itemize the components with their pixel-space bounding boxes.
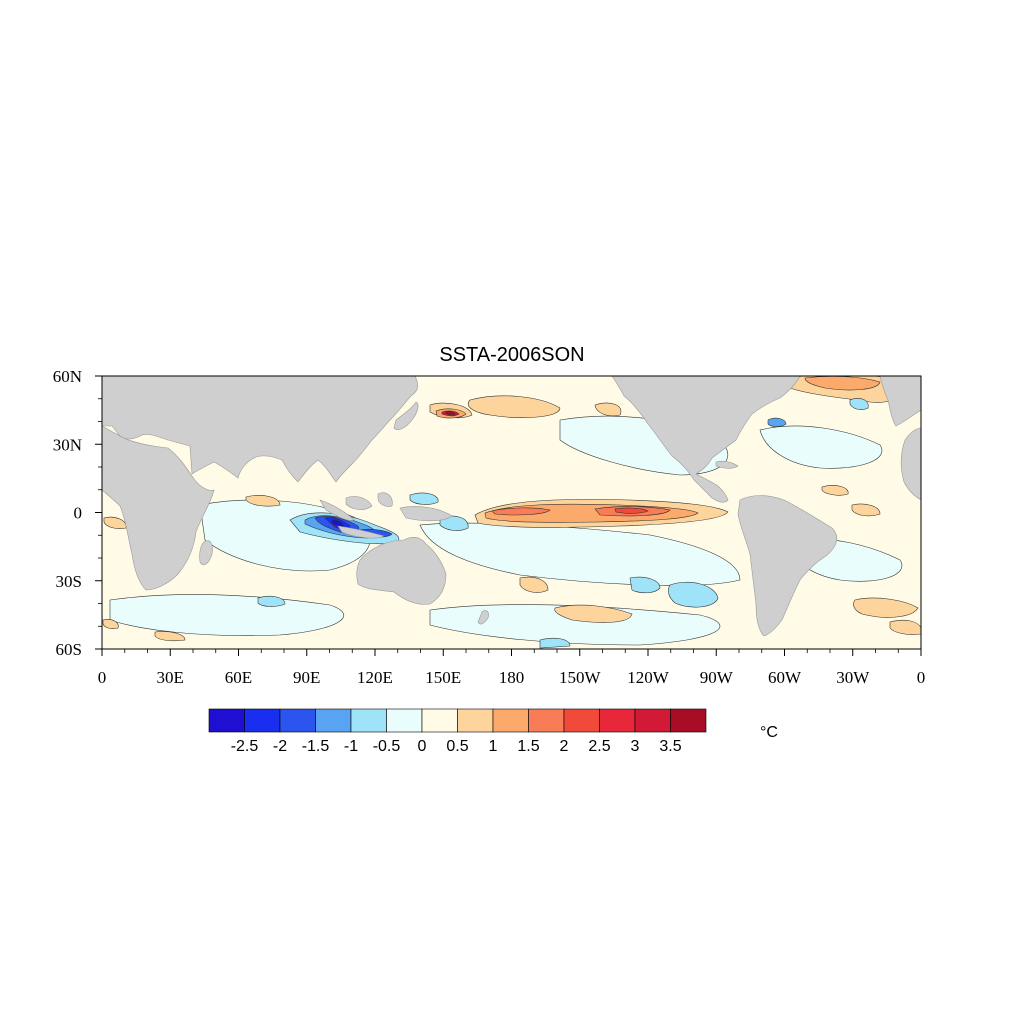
x-tick-label: 90E xyxy=(293,668,320,687)
colorbar-label: -2.5 xyxy=(231,738,259,755)
x-tick-label: 120W xyxy=(627,668,670,687)
natl-contour-inner xyxy=(804,376,881,391)
warm-patch-north-pacific-ridge xyxy=(467,395,561,418)
warm-anomaly-patches xyxy=(102,395,921,642)
land-new-zealand xyxy=(477,610,489,625)
kuroshio-hot-spot xyxy=(435,408,467,419)
cool-patch-warm-pool xyxy=(409,492,439,505)
colorbar-swatch xyxy=(421,708,458,733)
map-title: SSTA-2006SON xyxy=(439,344,584,366)
warm-patch-tropical-atlantic xyxy=(851,503,881,517)
colorbar-swatch xyxy=(279,708,316,733)
land-eurasia xyxy=(102,376,418,483)
colorbar-label: -1.5 xyxy=(302,738,330,755)
warm-patch-southeast-atlantic xyxy=(889,619,921,635)
cool-region-southern-ocean-west xyxy=(109,594,344,636)
colorbar-swatch xyxy=(457,708,494,733)
colorbar-label: 2 xyxy=(560,738,569,755)
warm-patch-west-africa xyxy=(103,516,127,529)
colorbar-label: -1 xyxy=(344,738,358,755)
cool-patch-southern-pacific xyxy=(539,637,571,649)
y-tick-label: 30S xyxy=(56,572,82,591)
warm-patch-southwest-indian xyxy=(102,619,119,629)
land-north-america xyxy=(611,376,801,503)
land-masses xyxy=(102,376,921,637)
x-tick-label: 60E xyxy=(225,668,252,687)
x-axis: 0 30E 60E 90E 120E 150E 180 150W 120W 90W 60W 30W 0 xyxy=(98,649,926,687)
warm-patch-north-atlantic-west xyxy=(821,485,849,496)
land-australia xyxy=(356,537,447,605)
colorbar-label: -2 xyxy=(273,738,287,755)
land-greenland-europe xyxy=(879,376,921,427)
y-axis: 60N 30N 0 30S 60S xyxy=(53,367,102,659)
land-madagascar xyxy=(199,540,213,566)
colorbar-label: 1 xyxy=(489,738,498,755)
warm-patch-arabian-sea xyxy=(245,495,281,507)
hot-contour-core xyxy=(445,411,456,415)
cool-patch-south-central-pacific xyxy=(629,576,661,594)
warm-patch-north-pacific-east xyxy=(594,402,622,417)
x-tick-label: 180 xyxy=(499,668,525,687)
land-africa xyxy=(102,425,215,591)
colorbar-swatch xyxy=(599,708,636,733)
land-south-america xyxy=(737,495,838,637)
colorbar: -2.5 -2 -1.5 -1 -0.5 0 0.5 1 1.5 2 2.5 3 3.5 xyxy=(208,708,707,755)
x-tick-label: 30E xyxy=(157,668,184,687)
x-tick-label: 0 xyxy=(917,668,926,687)
colorbar-swatch xyxy=(386,708,423,733)
colorbar-label: -0.5 xyxy=(373,738,401,755)
colorbar-swatch xyxy=(634,708,671,733)
land-japan xyxy=(393,401,419,430)
warm-patch-southern-pacific-band xyxy=(554,604,633,623)
warm-patch-south-atlantic xyxy=(853,597,919,618)
colorbar-swatch xyxy=(350,708,387,733)
warm-patch-south-pacific xyxy=(519,576,549,593)
land-west-africa-edge xyxy=(900,427,921,501)
warm-patch-southern-indian xyxy=(154,631,186,642)
colorbar-label: 3 xyxy=(631,738,640,755)
negative-anomaly-regions xyxy=(109,415,903,646)
colorbar-label: 0.5 xyxy=(446,738,468,755)
warm-contour-2 xyxy=(614,507,649,514)
land-caribbean xyxy=(715,460,739,469)
x-tick-label: 150E xyxy=(425,668,461,687)
x-tick-label: 150W xyxy=(559,668,602,687)
cool-region-north-atlantic xyxy=(759,425,883,469)
colorbar-swatch xyxy=(244,708,281,733)
cool-patch-indonesia xyxy=(439,515,469,531)
y-tick-label: 60N xyxy=(53,367,82,386)
colorbar-swatch xyxy=(563,708,600,733)
y-tick-label: 30N xyxy=(53,435,82,454)
colorbar-label: 1.5 xyxy=(517,738,539,755)
map-panel xyxy=(102,376,921,649)
land-maritime-continent xyxy=(319,492,453,539)
cool-patch-gulf-stream xyxy=(767,417,787,427)
cool-anomaly-patches xyxy=(257,417,787,649)
x-tick-label: 30W xyxy=(836,668,870,687)
units-label: °C xyxy=(760,724,778,741)
x-tick-label: 60W xyxy=(768,668,802,687)
colorbar-swatch xyxy=(528,708,565,733)
x-tick-label: 90W xyxy=(700,668,734,687)
colorbar-swatch xyxy=(670,708,707,733)
cool-patch-southern-indian xyxy=(257,595,286,607)
y-tick-label: 0 xyxy=(74,504,83,523)
colorbar-swatch xyxy=(492,708,529,733)
x-tick-label: 0 xyxy=(98,668,107,687)
cold-contour-core xyxy=(331,519,345,528)
colorbar-swatch xyxy=(208,708,245,733)
colorbar-label: 2.5 xyxy=(588,738,610,755)
x-tick-label: 120E xyxy=(357,668,393,687)
cool-patch-southeast-pacific xyxy=(668,581,719,608)
colorbar-label: 0 xyxy=(418,738,427,755)
natl-cool-patch xyxy=(849,398,869,410)
y-tick-label: 60S xyxy=(56,640,82,659)
colorbar-label: 3.5 xyxy=(659,738,681,755)
el-nino-warm-tongue xyxy=(474,499,729,528)
colorbar-swatch xyxy=(315,708,352,733)
cool-region-southern-ocean-east xyxy=(429,604,721,646)
